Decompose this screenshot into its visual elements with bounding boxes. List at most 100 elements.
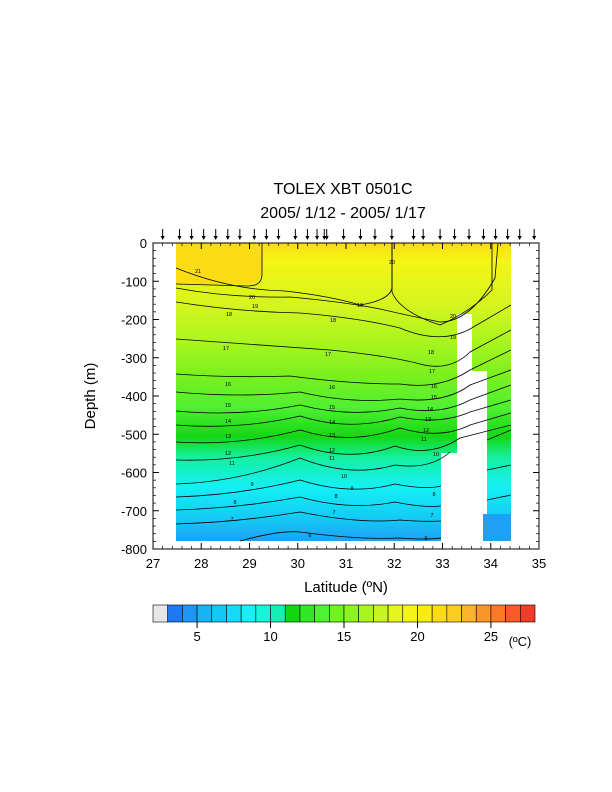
colorbar-box [431,604,448,623]
xbt-station-marker [532,229,537,240]
contour-label: 16 [431,384,437,390]
y-tick-label: -400 [121,389,147,404]
x-tick-label: 35 [532,556,546,571]
colorbar-box [373,604,389,623]
contour-label: 12 [329,448,335,454]
xbt-station-markers [160,229,537,240]
colorbar-tick-label: 15 [337,629,351,644]
xbt-station-marker [467,229,472,240]
contour-label: 16 [225,382,231,388]
x-tick-label: 27 [146,556,160,571]
xbt-station-marker [517,229,522,240]
y-tick-label: -200 [121,313,147,328]
no-data-gap-2 [457,314,472,454]
contour-label: 18 [226,312,232,318]
xbt-station-marker [225,229,230,240]
colorbar-box [490,604,506,623]
contour-label: 12 [225,451,231,457]
xbt-station-marker [493,229,498,240]
contour-label: 7 [430,513,433,519]
y-tick-label: -700 [121,504,147,519]
colorbar-unit: (ºC) [509,634,532,649]
contour-label: 10 [433,452,439,458]
x-axis-label: Latitude (ºN) [304,579,388,596]
contour-label: 13 [425,417,431,423]
xbt-station-marker [252,229,257,240]
contour-label: 14 [225,419,231,425]
xbt-station-marker [237,229,242,240]
contour-label: 17 [325,352,331,358]
colorbar-box [240,604,257,623]
xbt-station-marker [438,229,443,240]
x-tick-label: 28 [194,556,208,571]
xbt-station-marker [481,229,486,240]
contour-label: 6 [308,533,311,539]
no-data-gap-3 [472,371,487,453]
y-tick-label: -500 [121,427,147,442]
contour-label: 8 [334,494,337,500]
contour-label: 18 [330,318,336,324]
y-tick-label: -300 [121,351,147,366]
colorbar-box [446,604,462,623]
xbt-station-marker [213,229,218,240]
contour-label: 7 [332,510,335,516]
colorbar-box [314,604,330,623]
contour-label: 11 [229,461,235,467]
contour-label: 8 [233,500,236,506]
contour-label: 20 [249,295,255,301]
contour-label: 6 [424,536,427,542]
colorbar-box [284,604,301,623]
x-axis: 27 28 29 30 31 32 33 34 35 [146,243,546,571]
colorbar-box [475,604,492,623]
contour-label-group: 21 20 20 20 19 19 19 18 18 18 17 17 17 1… [195,260,456,542]
xbt-station-marker [305,229,310,240]
xbt-station-marker [189,229,194,240]
x-tick-label: 33 [435,556,449,571]
colorbar-box [255,604,271,623]
y-tick-label: -100 [121,274,147,289]
colorbar-box [182,604,198,623]
colorbar: 5 10 15 20 25 [152,604,536,644]
contour-label: 16 [329,385,335,391]
contour-label: 12 [423,428,429,434]
y-tick-label: 0 [140,236,147,251]
colorbar-box [196,604,213,623]
contour-label: 19 [357,303,363,309]
contour-label: 13 [225,434,231,440]
xbt-station-marker [411,229,416,240]
colorbar-box-below [152,604,168,623]
colorbar-tick-label: 25 [484,629,498,644]
xbt-station-marker [341,229,346,240]
contour-label: 19 [252,304,258,310]
contour-label: 11 [421,437,427,443]
colorbar-box [299,604,315,623]
contour-label: 18 [428,350,434,356]
xbt-station-marker [293,229,298,240]
xbt-station-marker [264,229,269,240]
contour-label: 9 [350,486,353,492]
contour-label: 20 [450,314,456,320]
contour-label: 15 [225,403,231,409]
colorbar-box [461,604,477,623]
colorbar-box [358,604,374,623]
contour-label: 15 [329,405,335,411]
contour-label: 19 [450,335,456,341]
chart-subtitle: 2005/ 1/12 - 2005/ 1/17 [260,205,426,222]
contour-label: 17 [429,369,435,375]
colorbar-box [270,604,286,623]
contour-label: 20 [389,260,395,266]
no-data-gap-4 [483,514,511,541]
contour-label: 14 [427,407,433,413]
xbt-station-marker [324,229,329,240]
contour-label: 14 [329,420,335,426]
y-tick-label: -600 [121,466,147,481]
temperature-field [176,243,511,549]
colorbar-box [211,604,227,623]
colorbar-box [226,604,242,623]
xbt-station-marker [372,229,377,240]
contour-label: 10 [341,474,347,480]
colorbar-box [505,604,521,623]
x-tick-label: 34 [484,556,498,571]
x-tick-label: 30 [291,556,305,571]
xbt-station-marker [389,229,394,240]
